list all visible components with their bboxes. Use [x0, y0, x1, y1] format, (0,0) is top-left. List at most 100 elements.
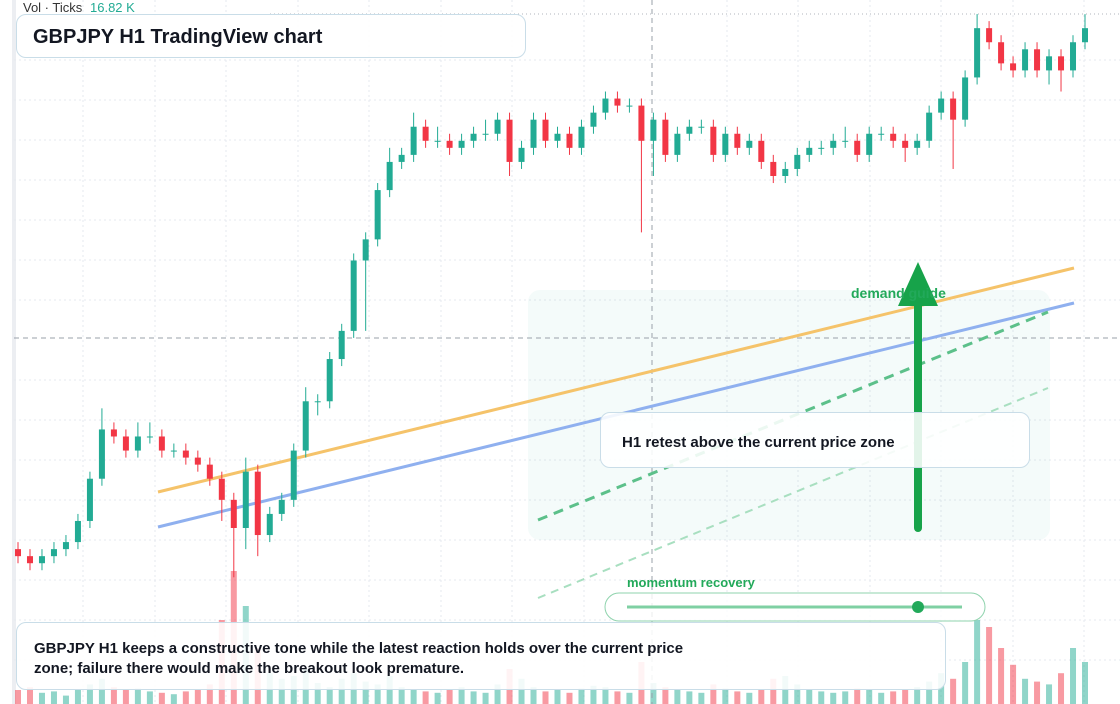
candle-body — [842, 140, 849, 142]
candle-body — [650, 119, 657, 141]
annotation-box: H1 retest above the current price zone — [600, 412, 1030, 468]
volume-bar — [734, 691, 741, 704]
candle-body — [938, 98, 945, 113]
candle-body — [350, 260, 357, 331]
volume-bar — [866, 690, 873, 704]
candle-body — [542, 119, 549, 141]
volume-bar — [26, 687, 33, 704]
summary-box: GBPJPY H1 keeps a constructive tone whil… — [16, 622, 946, 690]
candle-body — [914, 140, 921, 148]
volume-bar — [374, 684, 381, 704]
title-box: GBPJPY H1 TradingView chart — [16, 14, 526, 58]
candle-body — [782, 168, 789, 176]
candle-body — [434, 140, 441, 142]
volume-bar — [626, 692, 633, 704]
volume-bar — [86, 684, 93, 704]
volume-label: Vol · Ticks — [23, 0, 83, 15]
volume-bar — [278, 678, 285, 704]
volume-bar — [170, 694, 177, 704]
volume-bar — [758, 690, 765, 704]
volume-bar — [962, 662, 969, 704]
candle-body — [902, 140, 909, 148]
volume-bar — [434, 692, 441, 704]
dashed-guide-light — [537, 387, 1049, 599]
candle-body — [146, 436, 153, 438]
candle-body — [974, 28, 981, 78]
candle-body — [854, 140, 861, 155]
volume-bar — [842, 691, 849, 704]
volume-bar — [686, 691, 693, 704]
candle-body — [386, 161, 393, 191]
candle-body — [602, 98, 609, 113]
candle-body — [1034, 49, 1041, 71]
candle-body — [506, 119, 513, 162]
volume-bar — [15, 690, 21, 704]
volume-bar — [470, 691, 477, 704]
candle-body — [62, 542, 69, 550]
candle-body — [50, 549, 57, 557]
volume-bar — [458, 687, 465, 704]
candle-body — [446, 140, 453, 148]
candle-body — [122, 436, 129, 451]
volume-bar — [974, 620, 981, 704]
candle-body — [734, 133, 741, 148]
candle-body — [86, 478, 93, 521]
candle-body — [134, 436, 141, 451]
volume-bar — [746, 692, 753, 704]
volume-bar — [710, 684, 717, 704]
candle-body — [530, 119, 537, 148]
annotation: H1 retest above the current price zone — [622, 434, 895, 451]
volume-bar — [1010, 664, 1017, 704]
slider-thumb[interactable] — [912, 601, 924, 613]
candle-body — [1022, 49, 1029, 71]
volume-bar — [614, 691, 621, 704]
volume-bar — [998, 648, 1005, 704]
candle-body — [1046, 56, 1053, 71]
candle-body — [482, 133, 489, 135]
volume-bar — [422, 691, 429, 704]
volume-bar — [878, 692, 885, 704]
arrow-head — [898, 262, 938, 306]
candle-body — [290, 450, 297, 500]
candle-body — [182, 450, 189, 458]
candle-body — [626, 105, 633, 107]
candle-body — [410, 126, 417, 155]
volume-bar — [890, 691, 897, 704]
candle-body — [26, 556, 33, 564]
candle-body — [278, 499, 285, 514]
candle-body — [662, 119, 669, 155]
volume-bar — [830, 692, 837, 704]
candle-body — [242, 471, 249, 528]
volume-bar — [1022, 678, 1029, 704]
candle-body — [890, 133, 897, 141]
candle-body — [674, 133, 681, 155]
candle-body — [302, 401, 309, 451]
candle-body — [590, 112, 597, 127]
candle-body — [962, 77, 969, 120]
volume-bar — [146, 691, 153, 704]
candle-body — [998, 42, 1005, 64]
candle-body — [74, 520, 81, 543]
candle-body — [866, 133, 873, 155]
volume-bar — [338, 678, 345, 704]
volume-bar — [326, 687, 333, 704]
volume-bar — [314, 683, 321, 704]
volume-bar — [806, 690, 813, 704]
candle-body — [710, 126, 717, 155]
volume-bar — [74, 690, 81, 704]
guide-label: demand guide — [851, 285, 946, 301]
volume-bar — [818, 691, 825, 704]
candle-body — [398, 154, 405, 162]
candle-body — [566, 133, 573, 148]
candle-body — [314, 401, 321, 403]
candle-body — [422, 126, 429, 141]
volume-bar — [446, 690, 453, 704]
volume-bar — [674, 690, 681, 704]
candle-body — [194, 457, 201, 465]
volume-bar — [290, 676, 297, 704]
candle-body — [614, 98, 621, 106]
summary: GBPJPY H1 keeps a constructive tone whil… — [34, 640, 684, 677]
volume-bar — [566, 692, 573, 704]
volume-bar — [182, 691, 189, 704]
